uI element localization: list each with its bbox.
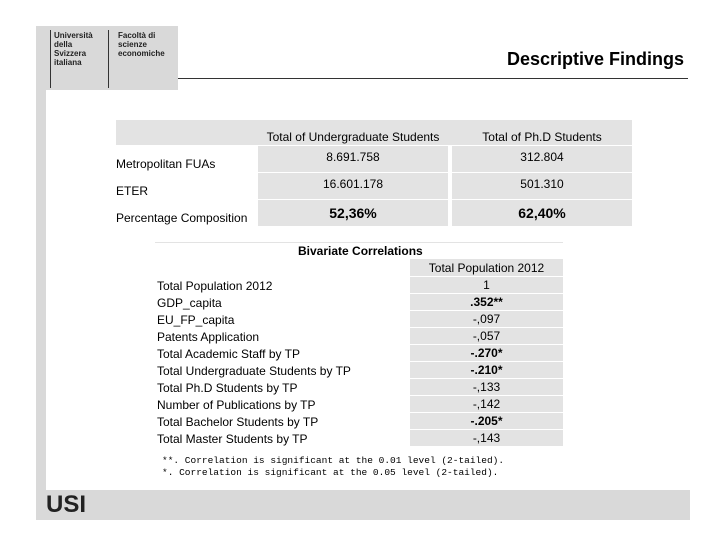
column-header: Total of Ph.D Students [482,129,602,144]
value-cell: -,142 [410,396,563,412]
value-cell: -,133 [410,379,563,395]
table-title: Bivariate Correlations [298,243,423,258]
title-rule [178,78,688,79]
value-cell: 52,36% [258,200,448,226]
value-cell: -,143 [410,430,563,446]
value-cell: -.205* [410,413,563,429]
value-cell: 62,40% [452,200,632,226]
row-label: Total Ph.D Students by TP [157,380,298,395]
row-label: Total Master Students by TP [157,431,308,446]
logo-faculty: Facoltà di scienze economiche [118,31,165,58]
row-label: Number of Publications by TP [157,397,316,412]
row-label: Total Undergraduate Students by TP [157,363,351,378]
value-cell: -.210* [410,362,563,378]
column-header: Total Population 2012 [410,259,563,276]
footer-bar [36,490,690,520]
value-cell: .352** [410,294,563,310]
logo-divider [108,30,109,88]
footnote: *. Correlation is significant at the 0.0… [162,467,499,478]
row-label: ETER [116,184,149,198]
value-cell: 1 [410,277,563,293]
row-label: EU_FP_capita [157,312,235,327]
value-cell: 8.691.758 [258,146,448,172]
header-row [116,120,632,145]
slide-title: Descriptive Findings [506,49,684,69]
row-label: Patents Application [157,329,260,344]
row-label: Percentage Composition [116,211,248,225]
logo-block [36,26,178,90]
row-label: Total Population 2012 [157,278,273,293]
logo-divider [50,30,51,88]
value-cell: -,057 [410,328,563,344]
table-frame [155,242,563,243]
side-bar [36,90,46,490]
footnote: **. Correlation is significant at the 0.… [162,455,505,466]
row-label: Total Bachelor Students by TP [157,414,319,429]
logo-university: Università della Svizzera italiana [54,31,93,67]
value-cell: 312.804 [452,146,632,172]
value-cell: -.270* [410,345,563,361]
row-label: GDP_capita [157,295,222,310]
column-header: Total of Undergraduate Students [266,129,440,144]
row-label: Total Academic Staff by TP [157,346,300,361]
footer-logo: USI [46,491,87,518]
value-cell: 16.601.178 [258,173,448,199]
row-label: Metropolitan FUAs [116,157,216,171]
value-cell: 501.310 [452,173,632,199]
value-cell: -,097 [410,311,563,327]
